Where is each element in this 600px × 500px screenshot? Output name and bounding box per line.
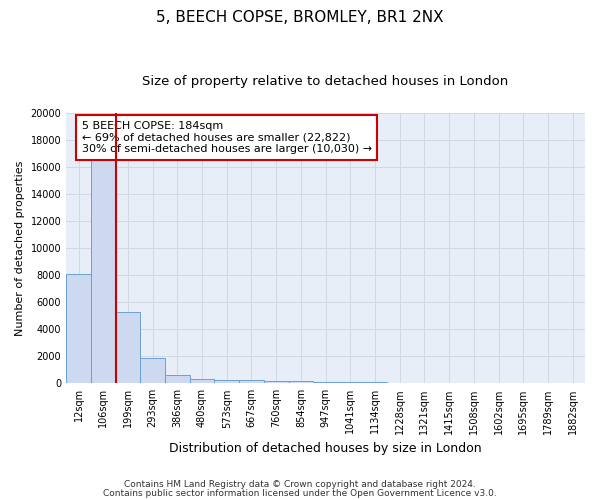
Bar xyxy=(190,378,214,384)
Bar xyxy=(412,382,437,384)
Bar xyxy=(91,159,116,384)
Bar xyxy=(239,380,264,384)
Bar xyxy=(362,382,388,384)
X-axis label: Distribution of detached houses by size in London: Distribution of detached houses by size … xyxy=(169,442,482,455)
Text: Contains HM Land Registry data © Crown copyright and database right 2024.: Contains HM Land Registry data © Crown c… xyxy=(124,480,476,489)
Bar xyxy=(338,382,362,384)
Title: Size of property relative to detached houses in London: Size of property relative to detached ho… xyxy=(142,75,509,88)
Bar xyxy=(165,375,190,384)
Text: 5, BEECH COPSE, BROMLEY, BR1 2NX: 5, BEECH COPSE, BROMLEY, BR1 2NX xyxy=(156,10,444,25)
Bar xyxy=(388,382,412,384)
Bar xyxy=(116,312,140,384)
Bar xyxy=(140,358,165,384)
Bar xyxy=(264,380,289,384)
Bar xyxy=(289,381,313,384)
Bar xyxy=(66,274,91,384)
Bar xyxy=(313,382,338,384)
Text: Contains public sector information licensed under the Open Government Licence v3: Contains public sector information licen… xyxy=(103,488,497,498)
Bar xyxy=(214,380,239,384)
Y-axis label: Number of detached properties: Number of detached properties xyxy=(15,160,25,336)
Text: 5 BEECH COPSE: 184sqm
← 69% of detached houses are smaller (22,822)
30% of semi-: 5 BEECH COPSE: 184sqm ← 69% of detached … xyxy=(82,121,372,154)
